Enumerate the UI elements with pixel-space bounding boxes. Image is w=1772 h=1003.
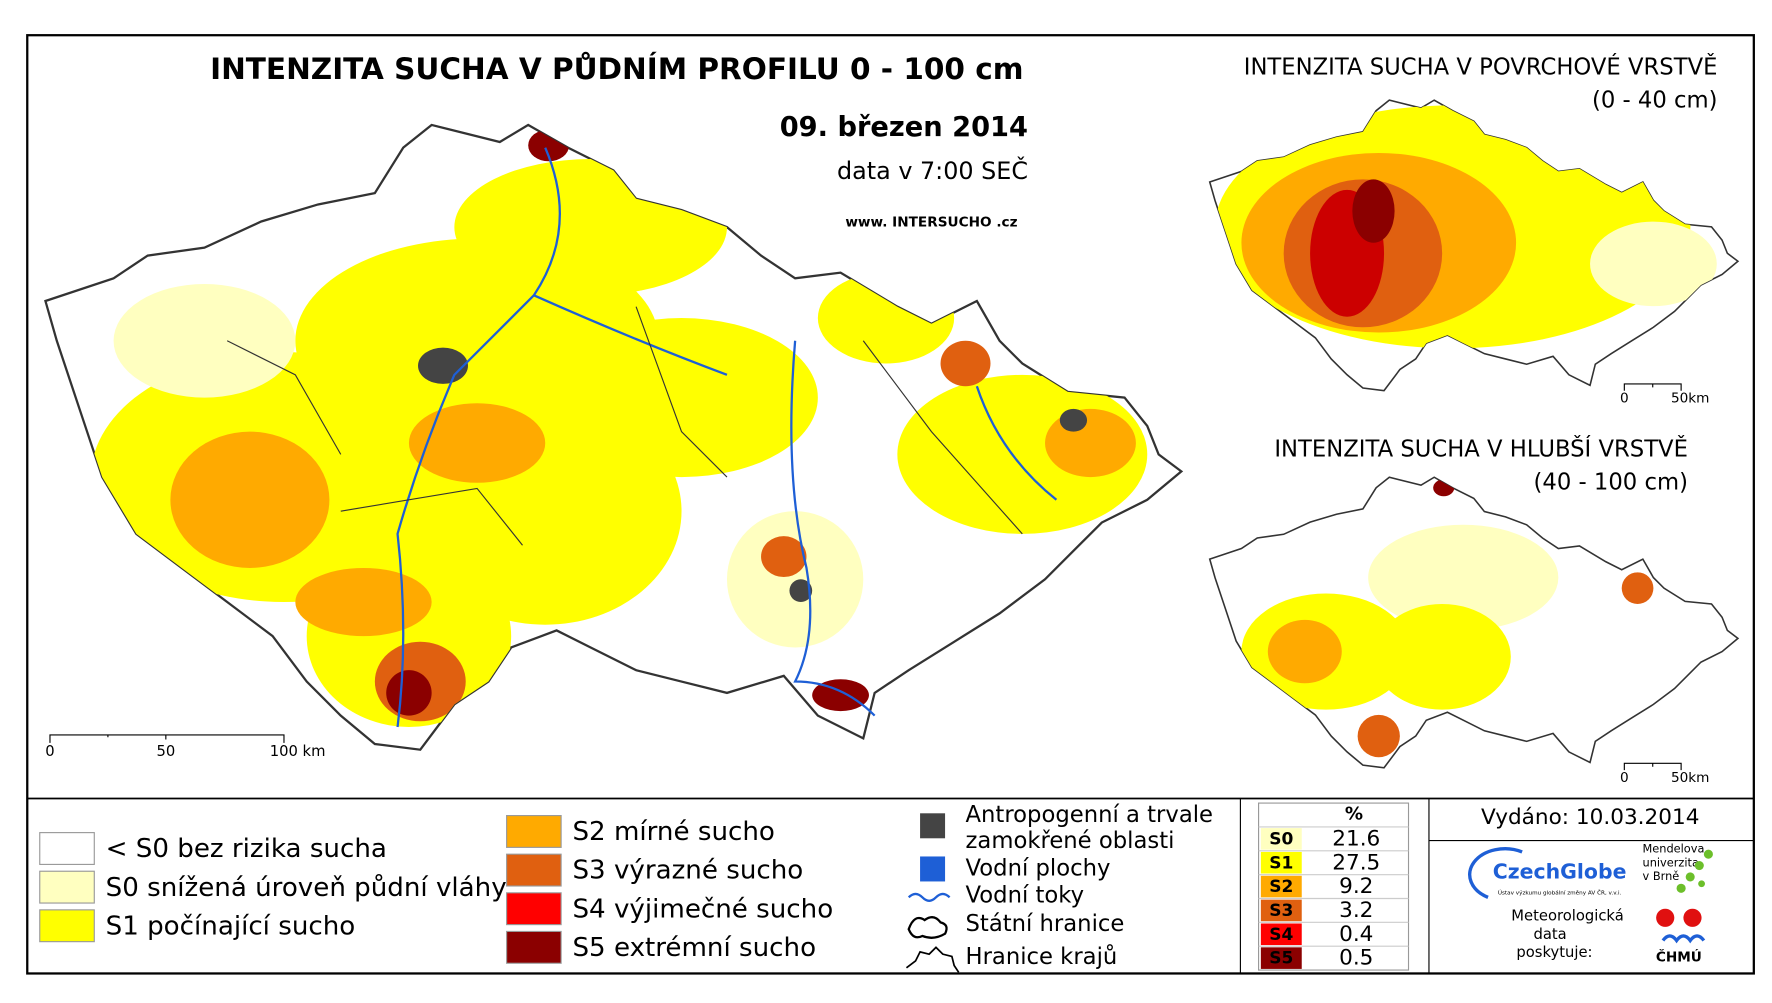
scale-bar — [49, 734, 285, 743]
deep-title: INTENZITA SUCHA V HLUBŠÍ VRSTVĚ — [1274, 434, 1688, 462]
class-label: S5 — [1269, 949, 1293, 969]
legend-swatch — [39, 870, 95, 904]
legend-label: < S0 bez rizika sucha — [106, 834, 387, 864]
water-icon — [920, 856, 946, 882]
symbol-label: Vodní toky — [966, 883, 1085, 909]
class-cell — [1260, 828, 1302, 850]
main-title: INTENZITA SUCHA V PŮDNÍM PROFILU 0 - 100… — [210, 50, 1023, 86]
czechglobe-logo: CzechGlobe — [1493, 859, 1627, 883]
class-cell — [1260, 947, 1302, 969]
issued-date: Vydáno: 10.03.2014 — [1481, 805, 1699, 830]
surface-title: INTENZITA SUCHA V POVRCHOVÉ VRSTVĚ — [1244, 53, 1718, 81]
table-header: % — [1345, 803, 1363, 824]
scale-bar — [1623, 762, 1682, 771]
data-time: data v 7:00 SEČ — [837, 157, 1028, 185]
symbol-label: Hranice krajů — [966, 943, 1118, 970]
data-provider: data — [1533, 926, 1566, 943]
legend-swatch — [506, 815, 562, 848]
main-date: 09. březen 2014 — [780, 112, 1028, 143]
symbol-label: Antropogenní a trvale — [966, 802, 1214, 828]
legend-swatch — [39, 909, 95, 943]
mendel-dots — [1676, 849, 1713, 893]
scale-label: 0 — [1620, 770, 1629, 786]
mendel-logo: v Brně — [1643, 869, 1680, 883]
class-cell — [1260, 923, 1302, 946]
symbol-label: Vodní plochy — [966, 855, 1111, 881]
deep-map — [1208, 476, 1739, 769]
scale-label: 0 — [45, 743, 54, 760]
scale-label: 50km — [1671, 770, 1710, 786]
chmu-logo — [1656, 908, 1675, 927]
legend-swatch — [506, 930, 562, 964]
logo-arc — [1468, 847, 1523, 899]
legend-label: S2 mírné sucho — [572, 817, 774, 847]
class-label: S4 — [1269, 925, 1293, 945]
legend-classes: < S0 bez rizika sucha S0 snížená úroveň p… — [39, 815, 833, 964]
scale-bar — [1623, 383, 1682, 391]
symbol-label: zamokřené oblasti — [966, 828, 1175, 854]
percent-value: 27.5 — [1332, 850, 1380, 875]
chmu-logo — [1661, 934, 1706, 944]
scale-label: 50km — [1671, 391, 1710, 407]
data-provider: poskytuje: — [1516, 944, 1592, 961]
surface-depth: (0 - 40 cm) — [1592, 88, 1718, 114]
legend-swatch — [506, 853, 562, 887]
percent-value: 0.5 — [1339, 946, 1373, 971]
mendel-logo: univerzita — [1643, 855, 1699, 869]
chmu-logo — [1683, 908, 1702, 927]
legend-swatch — [506, 892, 562, 926]
legend-label: S3 výrazné sucho — [572, 856, 803, 886]
class-label: S0 — [1269, 829, 1293, 849]
main-map — [44, 123, 1183, 751]
class-label: S1 — [1269, 853, 1293, 873]
legend-swatch — [39, 832, 95, 865]
deep-depth: (40 - 100 cm) — [1534, 469, 1688, 495]
legend-label: S0 snížená úroveň půdní vláhy — [106, 873, 507, 903]
legend-label: S5 extrémní sucho — [572, 933, 816, 963]
data-provider: Meteorologická — [1511, 908, 1623, 925]
border-icon — [907, 916, 948, 939]
website: www. INTERSUCHO .cz — [845, 215, 1017, 231]
table-border — [1258, 802, 1410, 971]
percent-value: 0.4 — [1339, 922, 1373, 947]
legend-label: S4 výjimečné sucho — [572, 894, 833, 924]
class-label: S2 — [1269, 877, 1293, 897]
percent-value: 21.6 — [1332, 826, 1380, 851]
scale-label: 50 — [156, 743, 175, 760]
region-icon — [905, 946, 960, 973]
percent-value: 3.2 — [1339, 898, 1373, 923]
scale-label: 100 km — [270, 743, 326, 760]
symbol-label: Státní hranice — [966, 911, 1125, 937]
stats-table: % S0 21.6 S1 27.5 S2 9.2 S3 3.2 S4 0.4 S5 0.5 — [1258, 802, 1410, 971]
legend-label: S1 počínající sucho — [106, 911, 356, 941]
chmu-label: ČHMÚ — [1656, 948, 1702, 966]
mendel-logo: Mendelova — [1643, 842, 1705, 856]
class-cell — [1260, 875, 1302, 898]
czechglobe-sub: Ústav výzkumu globální změny AV ČR, v.v.… — [1498, 889, 1622, 896]
class-label: S3 — [1269, 901, 1293, 921]
river-icon — [907, 892, 951, 902]
class-cell — [1260, 851, 1302, 874]
scale-label: 0 — [1620, 391, 1629, 407]
percent-value: 9.2 — [1339, 874, 1373, 899]
anthropogenic-icon — [920, 813, 946, 839]
class-cell — [1260, 899, 1302, 922]
